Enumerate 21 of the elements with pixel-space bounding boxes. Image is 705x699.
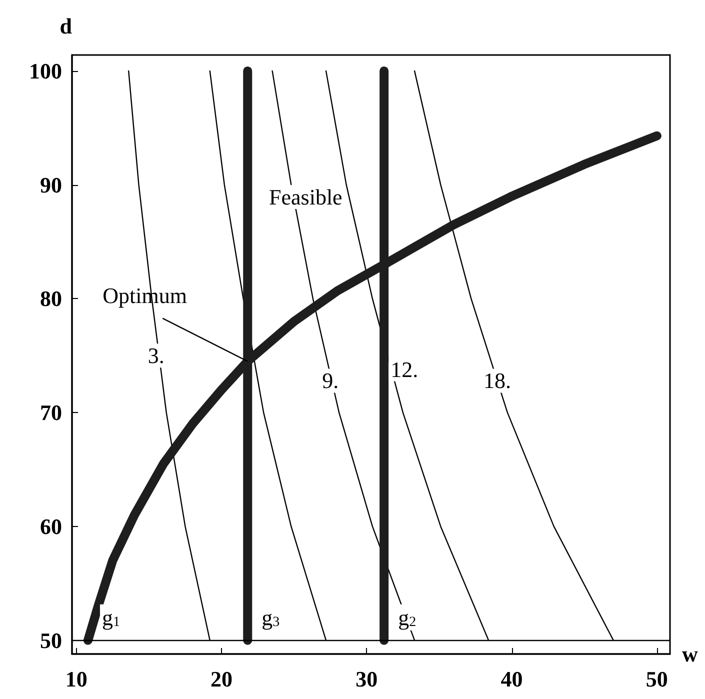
y-tick-label: 60 <box>40 514 62 539</box>
y-tick-label: 50 <box>40 628 62 653</box>
annotation: 12. <box>390 356 418 382</box>
x-tick-label: 40 <box>500 666 523 692</box>
x-axis-title: w <box>682 642 698 666</box>
x-tick-label: 10 <box>65 666 88 692</box>
y-tick-label: 100 <box>29 58 62 84</box>
annotation: g2 <box>398 604 416 630</box>
y-tick-label: 90 <box>40 172 62 198</box>
annotation: 9. <box>322 368 339 394</box>
y-tick-label: 80 <box>40 286 62 312</box>
y-tick-label: 70 <box>40 400 62 426</box>
y-axis-title: d <box>60 14 72 38</box>
x-tick-label: 20 <box>210 666 232 692</box>
annotation: 3. <box>148 343 164 368</box>
annotation: Feasible <box>269 184 342 210</box>
annotation: 18. <box>484 368 512 394</box>
annotation: g3 <box>262 604 280 630</box>
annotation: g1 <box>102 604 120 630</box>
x-tick-label: 50 <box>646 666 668 692</box>
x-tick-label: 30 <box>356 666 378 692</box>
